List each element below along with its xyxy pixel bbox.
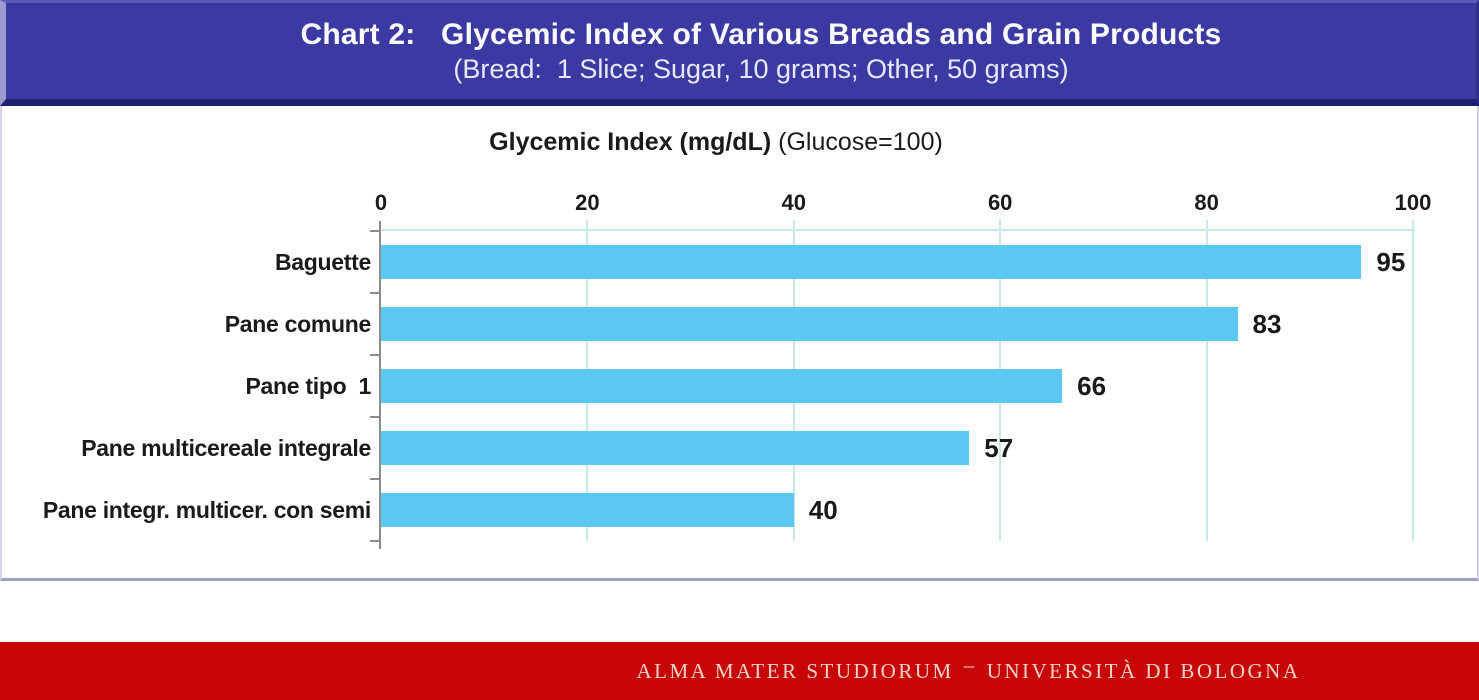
header-title-line1: Chart 2: Glycemic Index of Various Bread… <box>300 18 1222 51</box>
category-label: Pane tipo 1 <box>245 372 372 399</box>
footer-banner: ALMA MATER STUDIORUM – UNIVERSITÀ DI BOL… <box>0 642 1479 700</box>
category-label: Pane multicereale integrale <box>81 434 371 461</box>
chart-title-main: Glycemic Index (mg/dL) <box>489 128 772 156</box>
y-axis-line <box>379 221 381 549</box>
x-tick-label: 0 <box>374 190 388 215</box>
value-label: 83 <box>1252 308 1282 339</box>
bar <box>381 245 1362 279</box>
footer-text-right: UNIVERSITÀ DI BOLOGNA <box>986 658 1301 683</box>
category-label: Pane integr. multicer. con semi <box>42 496 371 523</box>
y-axis-tick <box>370 292 379 294</box>
x-gridline <box>1412 231 1414 541</box>
x-tick-label: 20 <box>575 190 600 215</box>
y-axis-tick <box>370 230 379 232</box>
bar <box>381 493 794 527</box>
header-banner: Chart 2: Glycemic Index of Various Bread… <box>0 0 1479 106</box>
x-tick-mark <box>999 220 1002 230</box>
y-axis-tick <box>370 354 379 356</box>
y-axis-tick <box>370 416 379 418</box>
x-tick-label: 80 <box>1194 190 1219 215</box>
header-title-line2: (Bread: 1 Slice; Sugar, 10 grams; Other,… <box>453 54 1069 84</box>
value-label: 57 <box>984 432 1014 463</box>
x-tick-label: 100 <box>1394 190 1432 215</box>
category-label: Baguette <box>274 248 371 275</box>
footer-text-left: ALMA MATER STUDIORUM <box>636 658 954 683</box>
value-label: 66 <box>1077 370 1107 401</box>
y-axis-tick <box>370 478 379 480</box>
x-tick-label: 60 <box>987 190 1013 215</box>
footer-separator: – <box>963 652 977 677</box>
value-label: 40 <box>808 494 838 525</box>
bar <box>381 431 970 465</box>
x-axis-line <box>381 229 1415 231</box>
bar <box>381 307 1238 341</box>
x-gridline <box>1205 231 1208 541</box>
x-tick-mark <box>586 220 589 230</box>
x-tick-mark <box>1412 220 1414 230</box>
bar <box>381 369 1063 403</box>
x-tick-mark <box>792 220 795 230</box>
category-label: Pane comune <box>224 310 372 337</box>
x-tick-mark <box>1205 220 1208 230</box>
value-label: 95 <box>1376 246 1406 277</box>
chart-title-glucose: (Glucose=100) <box>771 128 943 156</box>
chart-title: Glycemic Index (mg/dL) (Glucose=100) <box>0 128 1432 157</box>
y-axis-tick <box>370 540 379 542</box>
x-tick-label: 40 <box>781 190 807 215</box>
